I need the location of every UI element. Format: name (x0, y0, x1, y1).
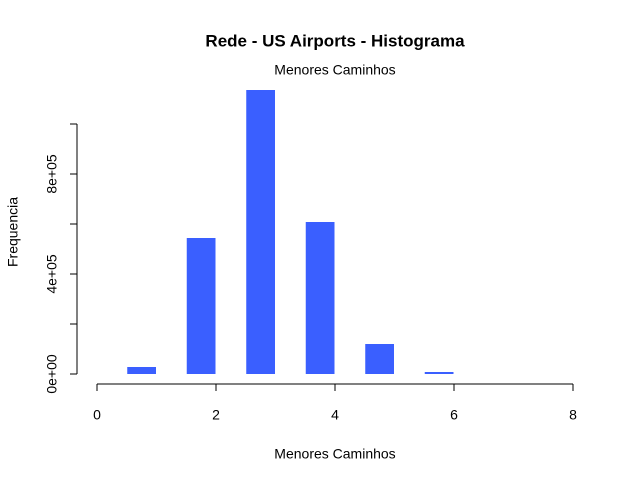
bar (246, 90, 275, 374)
y-axis-title: Frequencia (5, 197, 21, 267)
x-tick-label: 6 (450, 407, 458, 423)
x-axis-title: Menores Caminhos (274, 446, 395, 462)
bar (305, 222, 335, 374)
x-tick-label: 4 (331, 407, 339, 423)
chart-title: Rede - US Airports - Histograma (205, 31, 465, 50)
y-tick-label: 4e+05 (44, 254, 60, 294)
bar (186, 238, 216, 374)
x-tick-label: 2 (212, 407, 220, 423)
bar (365, 344, 394, 374)
y-tick-label: 8e+05 (44, 154, 60, 194)
bar (127, 367, 156, 374)
chart-subtitle: Menores Caminhos (274, 62, 395, 78)
y-tick-label: 0e+00 (44, 354, 60, 394)
x-tick-label: 0 (93, 407, 101, 423)
bar (424, 372, 454, 374)
x-tick-label: 8 (569, 407, 577, 423)
